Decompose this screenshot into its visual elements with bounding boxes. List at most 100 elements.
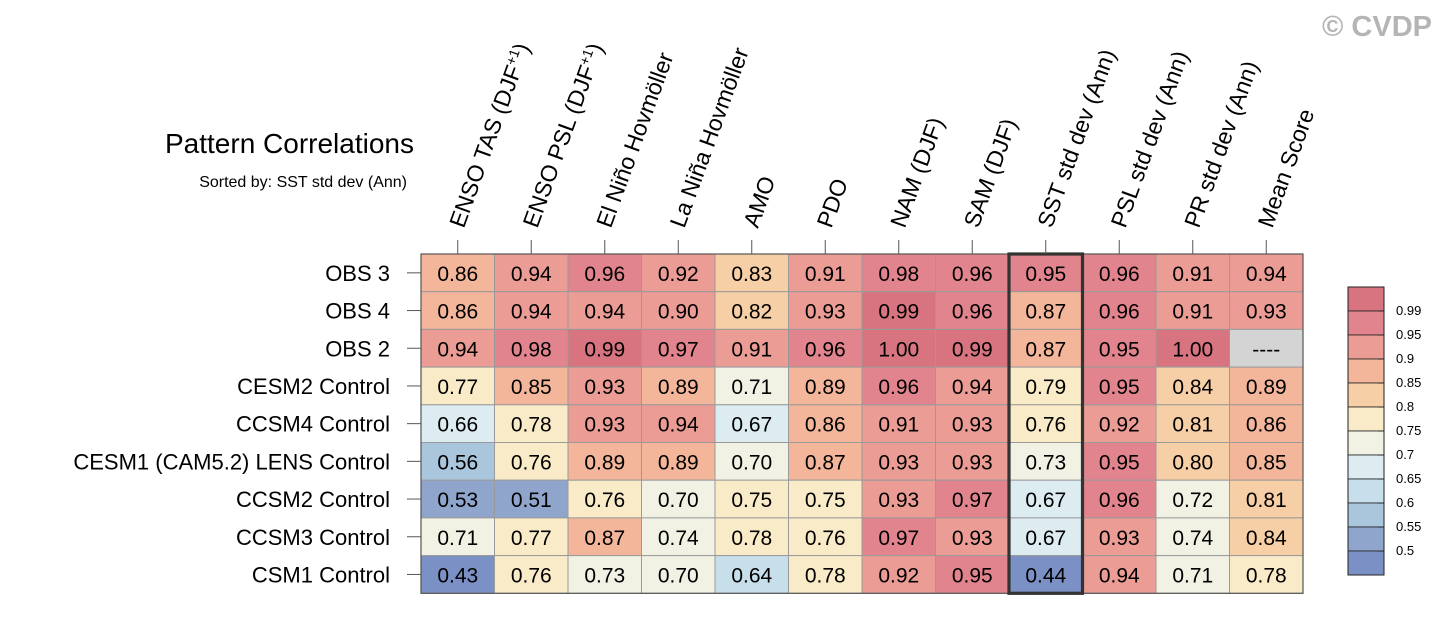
heatmap-cell [494, 291, 569, 330]
cell-value-label: 0.96 [878, 376, 919, 399]
cell-value-label: 0.86 [1246, 414, 1287, 437]
heatmap-cell [1008, 555, 1083, 594]
colorbar-box [1347, 382, 1385, 408]
cell-value-label: 0.44 [1025, 564, 1066, 587]
heatmap-cell [420, 517, 495, 557]
colorbar-tick-label: 0.85 [1396, 375, 1421, 390]
cell-value-label: 0.87 [584, 527, 625, 550]
colorbar-tick-label: 0.55 [1396, 519, 1421, 534]
cell-value-label: 0.84 [1172, 376, 1213, 399]
heatmap-cell [861, 404, 936, 443]
colorbar-box [1347, 358, 1385, 384]
heatmap-cell [1155, 555, 1230, 594]
cell-value-label: 0.75 [805, 489, 846, 512]
column-label: PDO [812, 175, 853, 231]
cell-value-label: 0.98 [878, 263, 919, 286]
row-label: OBS 3 [325, 261, 390, 286]
column-label: PSL std dev (Ann) [1106, 47, 1194, 230]
heatmap-cell [641, 479, 716, 519]
cell-value-label: 0.95 [1099, 451, 1140, 474]
cell-value-label: 0.87 [1025, 301, 1066, 324]
heatmap-cell [861, 442, 936, 481]
heatmap-cell [1155, 479, 1230, 519]
cell-value-label: 0.67 [1025, 489, 1066, 512]
colorbar-box [1347, 334, 1385, 360]
row-label: CCSM2 Control [236, 487, 390, 512]
colorbar-box [1347, 550, 1385, 576]
cell-value-label: 0.71 [1172, 564, 1213, 587]
colorbar-box [1347, 430, 1385, 456]
cell-value-label: 0.76 [511, 451, 552, 474]
heatmap-cell [1082, 253, 1157, 293]
cell-value-label: 0.96 [1099, 301, 1140, 324]
heatmap-cell [1229, 517, 1304, 557]
cell-value-label: 0.83 [731, 263, 772, 286]
heatmap-cell [788, 479, 863, 519]
cell-value-label: 0.53 [437, 489, 478, 512]
column-label: AMO [738, 173, 780, 231]
cell-value-label: 0.95 [1099, 376, 1140, 399]
cell-value-label: 0.93 [805, 301, 846, 324]
heatmap-cell [1082, 479, 1157, 519]
heatmap-cell [861, 479, 936, 519]
heatmap-cell [494, 479, 569, 519]
heatmap-cell [1082, 291, 1157, 330]
heatmap-cell [714, 517, 789, 557]
heatmap-cell [567, 366, 642, 406]
heatmap-cell [714, 479, 789, 519]
heatmap-cell [935, 291, 1010, 330]
cell-value-label: 0.93 [1099, 527, 1140, 550]
heatmap-cell [641, 328, 716, 368]
heatmap-cell [494, 253, 569, 293]
watermark: © CVDP [1322, 11, 1432, 43]
colorbar-box [1347, 406, 1385, 432]
cell-value-label: 0.67 [731, 414, 772, 437]
cell-value-label: 0.96 [584, 263, 625, 286]
heatmap-cell [935, 555, 1010, 594]
cell-value-label: ---- [1252, 338, 1280, 361]
heatmap-cell [788, 253, 863, 293]
cell-value-label: 0.94 [511, 263, 552, 286]
cell-value-label: 0.98 [511, 338, 552, 361]
heatmap-cell [567, 555, 642, 594]
cell-value-label: 0.94 [437, 338, 478, 361]
cell-value-label: 0.79 [1025, 376, 1066, 399]
cell-value-label: 0.78 [805, 564, 846, 587]
column-label: ENSO PSL (DJF+1) [518, 39, 609, 230]
colorbar-tick-label: 0.95 [1396, 327, 1421, 342]
cell-value-label: 0.90 [658, 301, 699, 324]
heatmap-cell [1155, 366, 1230, 406]
cell-value-label: 1.00 [1172, 338, 1213, 361]
row-label: CCSM3 Control [236, 525, 390, 550]
heatmap-cell [861, 366, 936, 406]
cell-value-label: 0.51 [511, 489, 552, 512]
cell-value-label: 0.93 [952, 451, 993, 474]
cell-value-label: 0.89 [658, 376, 699, 399]
cell-value-label: 0.74 [658, 527, 699, 550]
heatmap-cell [861, 517, 936, 557]
cell-value-label: 0.76 [511, 564, 552, 587]
cell-value-label: 0.91 [731, 338, 772, 361]
row-label: CESM1 (CAM5.2) LENS Control [73, 449, 390, 474]
heatmap-cell [641, 442, 716, 481]
heatmap-cell [1008, 291, 1083, 330]
cell-value-label: 0.96 [952, 263, 993, 286]
colorbar-box [1347, 310, 1385, 336]
cell-value-label: 0.78 [1246, 564, 1287, 587]
cell-value-label: 0.93 [878, 489, 919, 512]
cell-value-label: 0.89 [1246, 376, 1287, 399]
cell-value-label: 0.86 [437, 263, 478, 286]
cell-value-label: 0.78 [511, 414, 552, 437]
cell-value-label: 0.56 [437, 451, 478, 474]
heatmap-cell [567, 328, 642, 368]
heatmap-cell [788, 404, 863, 443]
heatmap-cell [1229, 328, 1304, 368]
cell-value-label: 0.92 [878, 564, 919, 587]
column-label: NAM (DJF) [885, 114, 949, 231]
column-label: La Niña Hovmöller [665, 44, 754, 231]
heatmap-cell [641, 366, 716, 406]
heatmap-cell [861, 328, 936, 368]
column-label: PR std dev (Ann) [1179, 57, 1263, 230]
column-label: ENSO TAS (DJF+1) [444, 39, 535, 230]
